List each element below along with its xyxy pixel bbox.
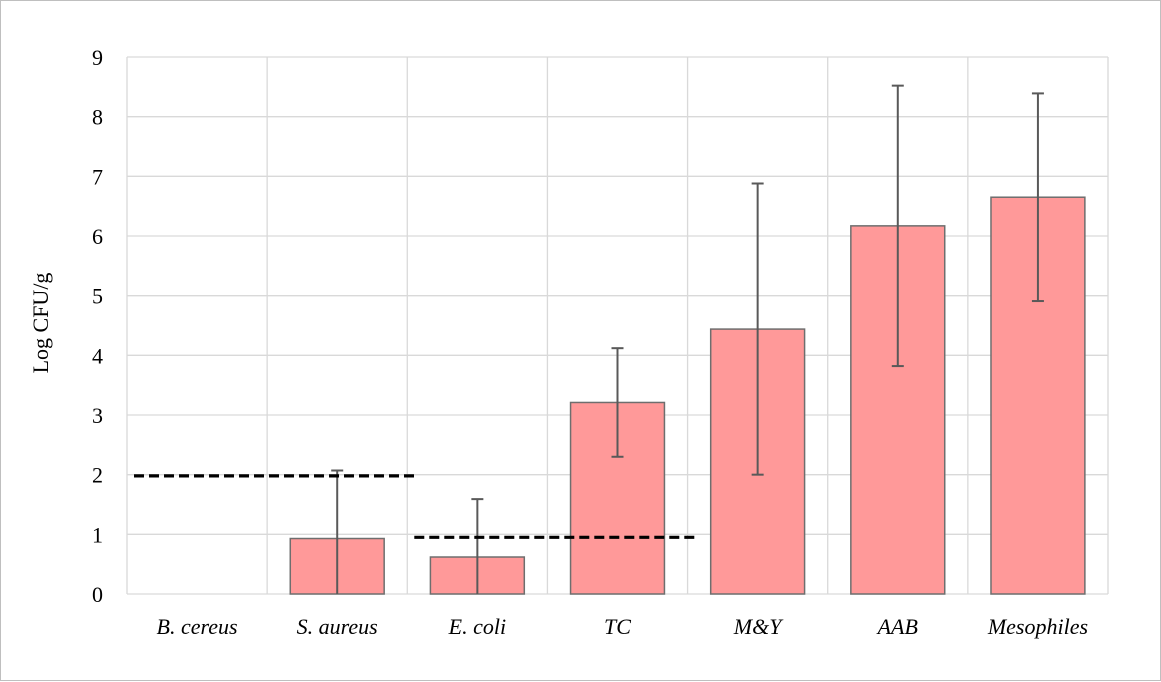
x-category-label: TC: [604, 614, 631, 639]
y-tick-label: 1: [92, 522, 103, 547]
y-tick-label: 3: [92, 403, 103, 428]
x-category-label: Mesophiles: [987, 614, 1088, 639]
y-tick-label: 9: [92, 45, 103, 70]
y-tick-label: 6: [92, 224, 103, 249]
y-tick-label: 0: [92, 582, 103, 607]
y-tick-label: 8: [92, 105, 103, 130]
y-axis-label: Log CFU/g: [28, 273, 53, 374]
y-tick-label: 4: [92, 343, 103, 368]
x-category-label: M&Y: [733, 614, 784, 639]
x-category-label: S. aureus: [297, 614, 378, 639]
x-category-labels: B. cereus S. aureus E. coli TC M&Y AAB Mesophi…: [157, 614, 1088, 639]
y-tick-label: 7: [92, 164, 103, 189]
x-category-label: B. cereus: [157, 614, 238, 639]
reference-lines: [134, 474, 695, 539]
y-tick-label: 2: [92, 463, 103, 488]
y-tick-labels: 0 1 2 3 4 5 6 7 8 9: [92, 45, 103, 607]
x-category-label: AAB: [876, 614, 918, 639]
x-category-label: E. coli: [448, 614, 506, 639]
y-tick-label: 5: [92, 284, 103, 309]
error-bars: [331, 84, 1044, 594]
